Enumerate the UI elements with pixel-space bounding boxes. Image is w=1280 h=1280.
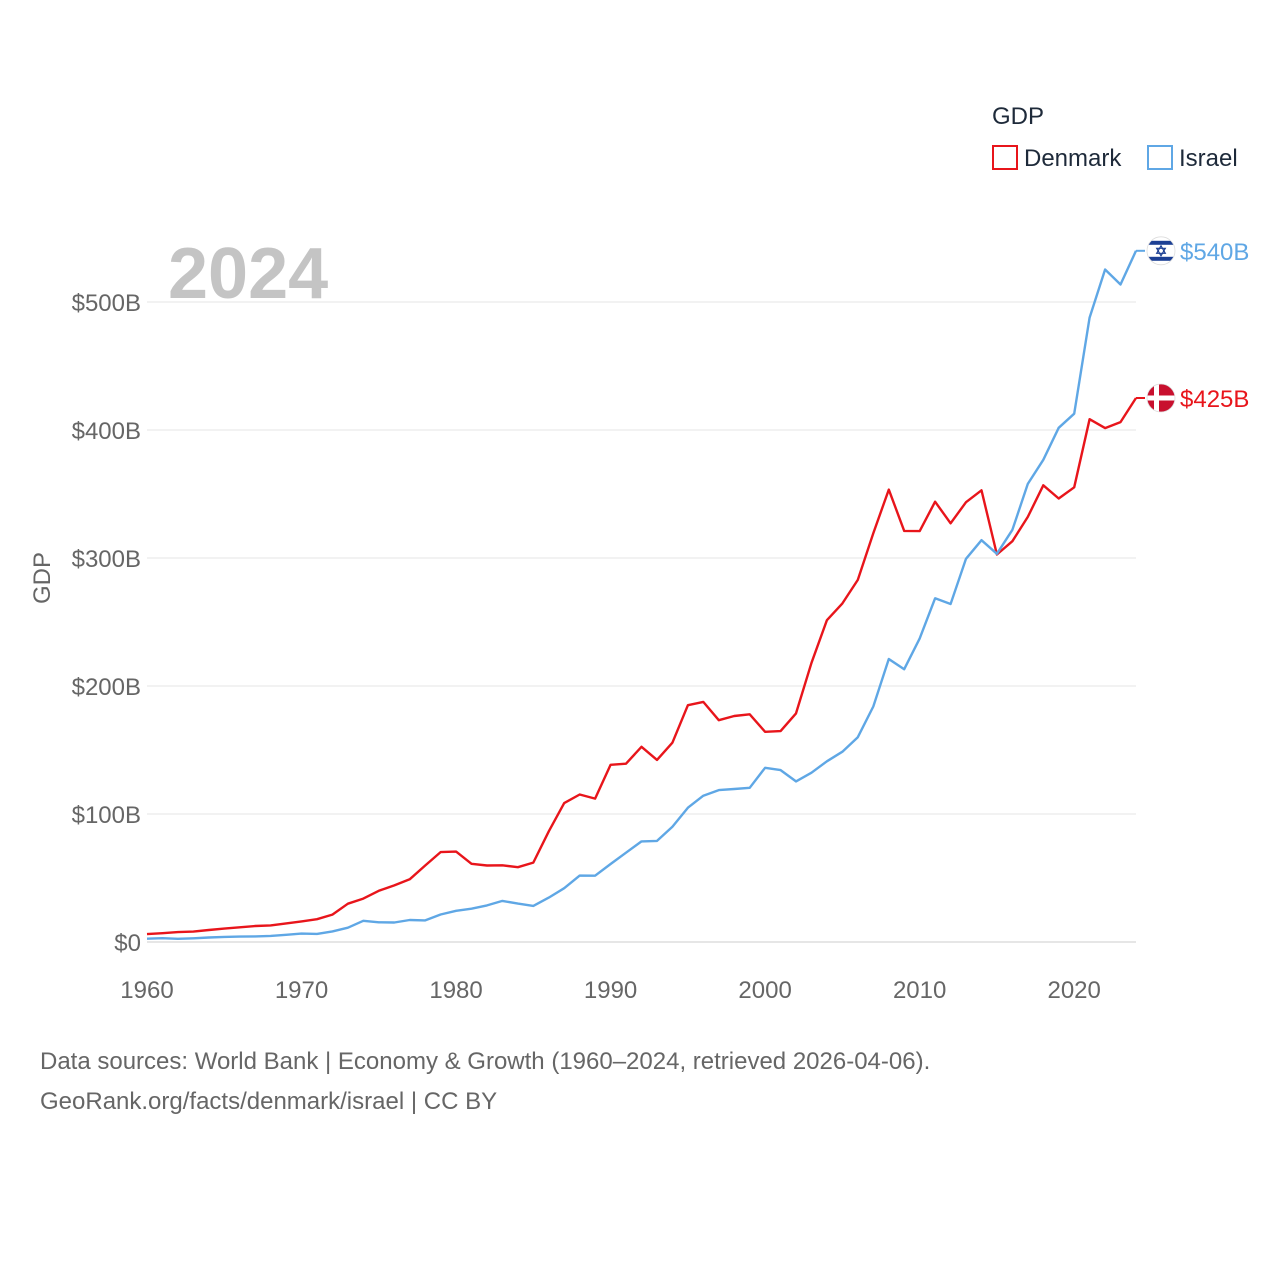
legend-title: GDP bbox=[992, 103, 1044, 130]
y-axis-title: GDP bbox=[29, 552, 56, 604]
x-tick-label: 1980 bbox=[429, 977, 482, 1004]
end-labels: $425B $540B bbox=[1136, 236, 1249, 413]
end-value-label-denmark: $425B bbox=[1180, 386, 1249, 413]
legend: GDP Denmark Israel bbox=[992, 103, 1238, 172]
legend-label-israel: Israel bbox=[1179, 145, 1238, 172]
x-tick-label: 2020 bbox=[1047, 977, 1100, 1004]
x-tick-label: 1990 bbox=[584, 977, 637, 1004]
gdp-line-chart: $0 $100B $200B $300B $400B $500B 1960 1970 1980… bbox=[29, 103, 1249, 1004]
y-axis-ticks: $0 $100B $200B $300B $400B $500B bbox=[72, 290, 141, 957]
series-line-denmark bbox=[146, 397, 1138, 936]
year-label: 2024 bbox=[168, 234, 328, 314]
source-note: Data sources: World Bank | Economy & Gro… bbox=[40, 1042, 930, 1122]
x-tick-label: 2000 bbox=[738, 977, 791, 1004]
series-lines bbox=[146, 250, 1138, 940]
legend-item-denmark[interactable]: Denmark bbox=[992, 145, 1122, 172]
y-tick-label: $100B bbox=[72, 802, 141, 829]
source-line-2[interactable]: GeoRank.org/facts/denmark/israel | CC BY bbox=[40, 1088, 498, 1115]
y-tick-label: $0 bbox=[114, 930, 141, 957]
legend-label-denmark: Denmark bbox=[1024, 145, 1122, 172]
legend-item-israel[interactable]: Israel bbox=[1147, 145, 1238, 172]
end-value-label-israel: $540B bbox=[1180, 239, 1249, 266]
x-axis-ticks: 1960 1970 1980 1990 2000 2010 2020 bbox=[120, 977, 1101, 1004]
x-tick-label: 2010 bbox=[893, 977, 946, 1004]
legend-swatch-denmark bbox=[992, 145, 1018, 170]
source-line-1: Data sources: World Bank | Economy & Gro… bbox=[40, 1048, 931, 1075]
series-line-israel bbox=[146, 250, 1138, 940]
x-tick-label: 1970 bbox=[275, 977, 328, 1004]
israel-flag-icon bbox=[1146, 236, 1176, 266]
denmark-flag-icon bbox=[1146, 383, 1176, 413]
y-tick-label: $500B bbox=[72, 290, 141, 317]
x-tick-label: 1960 bbox=[120, 977, 173, 1004]
legend-swatch-israel bbox=[1147, 145, 1173, 170]
y-tick-label: $400B bbox=[72, 418, 141, 445]
y-tick-label: $200B bbox=[72, 674, 141, 701]
y-tick-label: $300B bbox=[72, 546, 141, 573]
gridlines bbox=[147, 301, 1136, 943]
